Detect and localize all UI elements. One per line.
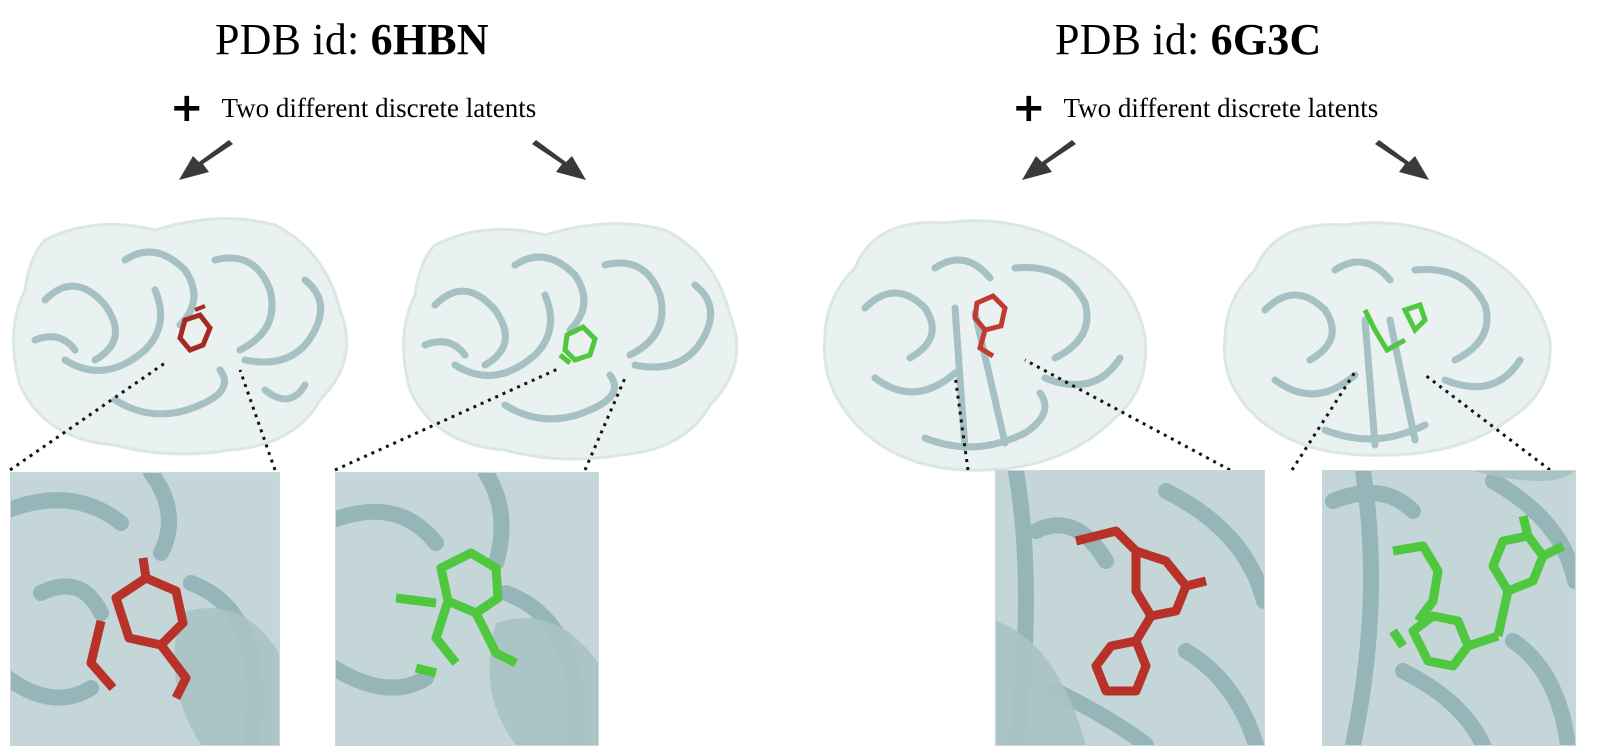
plus-icon: + bbox=[170, 85, 204, 131]
zoom-inset-red-ligand bbox=[10, 472, 280, 746]
ligand-green bbox=[1362, 301, 1428, 354]
title-prefix: PDB id: bbox=[1055, 15, 1211, 64]
ligand-green-zoom bbox=[395, 548, 519, 678]
protein-surface bbox=[1222, 221, 1552, 457]
protein-structure-green-ligand bbox=[402, 222, 739, 461]
ligand-red-zoom bbox=[1074, 526, 1208, 696]
pdb-id: 6HBN bbox=[370, 15, 489, 64]
panel-subtitle: + Two different discrete latents bbox=[1012, 88, 1378, 128]
arrow-down-right-icon bbox=[532, 140, 586, 180]
pdb-id: 6G3C bbox=[1210, 15, 1322, 64]
panel-6hbn: PDB id: 6HBN + Two different discrete la… bbox=[9, 14, 739, 746]
zoom-inset-green-ligand bbox=[335, 472, 599, 746]
ligand-green bbox=[558, 323, 598, 365]
arrow-down-left-icon bbox=[1022, 140, 1076, 180]
panel-subtitle: + Two different discrete latents bbox=[170, 88, 536, 128]
protein-cartoon bbox=[1261, 258, 1524, 449]
subtitle-text: Two different discrete latents bbox=[1063, 92, 1379, 123]
plus-icon: + bbox=[1012, 85, 1046, 131]
arrow-down-right-icon bbox=[1375, 140, 1429, 180]
panel-6g3c: PDB id: 6G3C + Two different discrete la… bbox=[822, 0, 1614, 756]
ligand-red-zoom bbox=[86, 557, 191, 701]
ligand-green-zoom bbox=[1389, 514, 1566, 671]
ligand-red bbox=[972, 293, 1008, 359]
ligand-red bbox=[177, 304, 213, 353]
panel-title: PDB id: 6G3C bbox=[1055, 14, 1321, 65]
protein-cartoon bbox=[31, 248, 325, 418]
panel-title: PDB id: 6HBN bbox=[215, 14, 489, 65]
subtitle-text: Two different discrete latents bbox=[221, 92, 537, 123]
title-prefix: PDB id: bbox=[215, 15, 371, 64]
zoom-inset-red-ligand bbox=[995, 470, 1265, 746]
protein-structure-red-ligand bbox=[12, 217, 349, 456]
arrow-down-left-icon bbox=[179, 140, 233, 180]
protein-structure-green-ligand bbox=[1222, 221, 1552, 457]
protein-structure-red-ligand bbox=[822, 219, 1148, 472]
zoom-inset-green-ligand bbox=[1322, 470, 1576, 746]
